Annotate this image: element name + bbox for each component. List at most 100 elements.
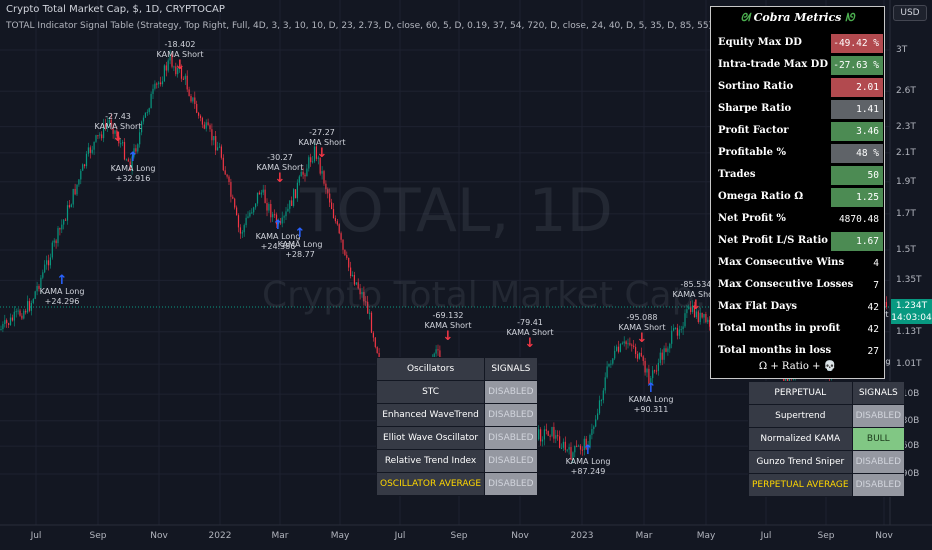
candle-body [156,83,158,85]
candle-body [697,311,699,323]
candle-body [78,179,80,185]
candle-body [163,65,165,82]
candle-body [230,182,232,197]
price-axis-label: 1.9T [896,176,916,187]
candle-body [635,346,637,355]
candle-body [785,376,787,382]
candle-body [608,363,610,367]
signal-type: KAMA Short [506,328,554,337]
candle-body [616,346,618,351]
candle-body [106,123,108,127]
candle-body [555,435,557,439]
arrow-down-icon: ↓ [112,130,124,145]
candle-body [298,176,300,183]
candle-body [264,189,266,204]
candle-body [688,306,690,310]
metric-row: Total months in loss 27 [716,341,882,361]
candle-body [160,82,162,85]
candle-body [315,146,317,159]
candle-body [125,159,127,161]
time-axis-label: Mar [635,531,653,541]
candle-body [53,240,55,243]
candle-body [439,350,441,359]
perpetual-value: DISABLED [852,405,905,427]
oscillator-label: Enhanced WaveTrend [377,404,485,426]
table-row: Gunzo Trend Sniper DISABLED [749,451,905,473]
signal-value: -85.534 [680,280,712,289]
oscillator-label: Elliot Wave Oscillator [377,427,485,449]
candle-body [268,204,270,211]
table-row: Elliot Wave Oscillator DISABLED [377,427,537,449]
arrow-down-icon: ↓ [316,146,328,161]
candle-body [673,328,675,331]
perpetual-header-value: SIGNALS [852,382,905,404]
candle-body [218,146,221,148]
candle-body [99,134,101,136]
perpetual-value: BULL [852,428,905,450]
metric-label: Trades [718,169,756,180]
candle-body [131,156,133,171]
candle-body [370,312,373,333]
oscillator-value: DISABLED [485,381,537,403]
candle-body [139,132,141,145]
chart-title[interactable]: Crypto Total Market Cap, $, 1D, CRYPTOCA… [6,4,225,15]
candle-body [636,354,639,359]
metric-value: -27.63 % [831,56,883,75]
candle-body [234,198,236,208]
indicator-legend[interactable]: TOTAL Indicator Signal Table (Strategy, … [6,21,713,31]
candle-body [323,171,325,184]
arrow-down-icon: ↓ [274,171,286,186]
candle-body [310,157,312,163]
candle-body [114,130,116,134]
price-axis-label: 910B [896,389,920,400]
short-signal-label: -85.534 KAMA Short ↓ [673,280,720,312]
oscillator-label: Relative Trend Index [377,450,485,472]
candle-body [70,204,72,208]
candle-body [275,214,278,225]
candle-body [28,301,31,311]
candle-body [150,93,152,109]
candle-body [351,275,354,277]
metric-label: Profit Factor [718,125,789,136]
candle-body [568,447,570,450]
signal-value: -69.132 [432,311,464,320]
candle-body [97,135,99,137]
short-signal-label: -27.27 KAMA Short ↓ [299,128,346,160]
signal-value: -79.41 [517,318,543,327]
cobra-metrics-table: ᘛ Cobra Metrics ᘚ Equity Max DD -49.42 % I… [710,6,885,379]
signal-type: KAMA Short [618,323,666,332]
candle-body [59,228,61,230]
candle-body [203,124,205,129]
candle-body [633,345,635,347]
candle-body [296,182,298,199]
metric-row: Equity Max DD -49.42 % [716,33,883,53]
candle-body [332,209,335,219]
short-signal-label: -18.402 KAMA Short ↓ [157,40,204,72]
candle-body [211,129,213,141]
time-axis-label: Jul [30,531,42,541]
perpetual-average-value: DISABLED [852,474,905,496]
metric-row: Max Consecutive Losses 7 [716,275,882,295]
metric-row: Intra-trade Max DD -27.63 % [716,55,883,75]
candle-body [560,447,563,449]
candle-body [213,136,215,141]
metric-label: Max Consecutive Wins [718,257,845,268]
candle-body [245,217,247,226]
candle-body [606,366,608,378]
metric-value: 48 % [831,144,883,163]
price-axis-label: 1.5T [896,244,916,255]
candle-body [199,115,202,119]
candle-body [699,312,701,323]
candle-body [239,227,241,234]
candle-body [129,161,131,171]
candle-body [665,348,667,352]
long-signal-label: ↑ KAMA Long +24.386 [256,219,301,252]
candle-body [629,343,631,345]
candle-body [325,183,327,190]
currency-button[interactable]: USD [893,5,927,21]
candle-body [175,66,177,75]
candle-body [251,212,253,214]
signal-type: KAMA Long [628,395,674,404]
signal-type: KAMA Short [256,163,304,172]
candle-body [576,445,578,447]
